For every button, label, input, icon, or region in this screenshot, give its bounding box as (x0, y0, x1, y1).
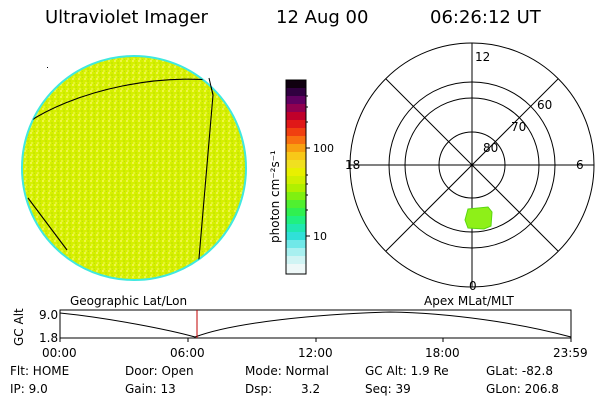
header-date: 12 Aug 00 (276, 7, 369, 28)
mlt-label-6: 6 (576, 158, 584, 172)
orbit-plot: 9.0 1.8 GC Alt 00:00 06:00 12:00 18:00 2… (12, 308, 588, 360)
orbit-xtick: 23:59 (553, 346, 588, 360)
lat-label-60: 60 (537, 98, 552, 112)
info-dsp-value: 3.2 (301, 382, 321, 396)
colorbar-unit-label: photon cm⁻²s⁻¹ (268, 150, 282, 243)
info-seq: Seq: 39 (365, 382, 411, 396)
orbit-plot-frame (59, 309, 572, 339)
polar-diag-2 (385, 78, 559, 252)
info-gc-alt: GC Alt: 1.9 Re (365, 364, 449, 378)
geographic-image (21, 55, 247, 281)
colorbar-tick-10: 10 (313, 230, 327, 243)
header-time: 06:26:12 UT (430, 7, 541, 28)
orbit-xtick: 00:00 (42, 346, 77, 360)
colorbar-tick-100: 100 (313, 142, 334, 155)
orbit-ytick-top: 9.0 (39, 308, 58, 322)
info-mode: Mode: Normal (245, 364, 329, 378)
orbit-xtick: 06:00 (170, 346, 205, 360)
lat-label-80: 80 (483, 141, 498, 155)
mlt-label-18: 18 (345, 158, 360, 172)
info-dsp-label: Dsp: (245, 382, 273, 396)
info-gain: Gain: 13 (125, 382, 176, 396)
aurora-blob (464, 206, 493, 230)
mlt-label-0: 0 (469, 279, 477, 293)
lat-label-70: 70 (511, 120, 526, 134)
colorbar: 100 10 photon cm⁻²s⁻¹ (268, 79, 334, 275)
left-panel-title: Geographic Lat/Lon (70, 294, 187, 308)
right-panel-title: Apex MLat/MLT (424, 294, 514, 308)
orbit-ylabel: GC Alt (12, 308, 26, 346)
meridian-line-left (27, 197, 68, 251)
info-door: Door: Open (125, 364, 194, 378)
orbit-xtick: 12:00 (298, 346, 333, 360)
info-glat: GLat: -82.8 (486, 364, 553, 378)
dot-marker (47, 67, 48, 68)
earth-disk (21, 55, 247, 281)
page-title: Ultraviolet Imager (45, 7, 208, 28)
info-glon: GLon: 206.8 (486, 382, 559, 396)
orbit-xtick: 18:00 (425, 346, 460, 360)
orbit-ytick-bottom: 1.8 (39, 331, 58, 345)
mlt-label-12: 12 (475, 50, 490, 64)
info-ip: IP: 9.0 (10, 382, 48, 396)
polar-plot (349, 42, 595, 288)
info-flt: Flt: HOME (10, 364, 70, 378)
orbit-altitude-curve (59, 311, 572, 338)
